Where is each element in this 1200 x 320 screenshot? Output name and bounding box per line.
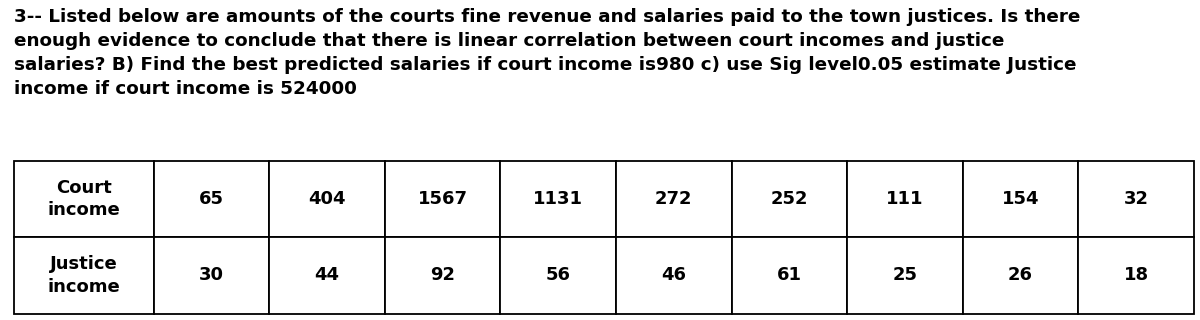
FancyBboxPatch shape — [616, 161, 732, 237]
Text: 44: 44 — [314, 266, 340, 284]
Text: 61: 61 — [776, 266, 802, 284]
FancyBboxPatch shape — [385, 161, 500, 237]
Text: Court
income: Court income — [48, 179, 120, 220]
FancyBboxPatch shape — [962, 237, 1079, 314]
Text: 111: 111 — [887, 190, 924, 208]
FancyBboxPatch shape — [14, 161, 154, 237]
Text: 32: 32 — [1123, 190, 1148, 208]
Text: Justice
income: Justice income — [48, 255, 120, 296]
Text: 26: 26 — [1008, 266, 1033, 284]
FancyBboxPatch shape — [154, 161, 269, 237]
Text: 18: 18 — [1123, 266, 1148, 284]
FancyBboxPatch shape — [732, 237, 847, 314]
Text: 404: 404 — [308, 190, 346, 208]
FancyBboxPatch shape — [1079, 237, 1194, 314]
FancyBboxPatch shape — [1079, 161, 1194, 237]
Text: 1131: 1131 — [533, 190, 583, 208]
FancyBboxPatch shape — [847, 237, 962, 314]
FancyBboxPatch shape — [154, 237, 269, 314]
Text: 56: 56 — [546, 266, 571, 284]
Text: 25: 25 — [893, 266, 918, 284]
Text: 1567: 1567 — [418, 190, 468, 208]
FancyBboxPatch shape — [269, 161, 385, 237]
FancyBboxPatch shape — [500, 161, 616, 237]
Text: 46: 46 — [661, 266, 686, 284]
Text: 154: 154 — [1002, 190, 1039, 208]
FancyBboxPatch shape — [269, 237, 385, 314]
FancyBboxPatch shape — [616, 237, 732, 314]
FancyBboxPatch shape — [847, 161, 962, 237]
FancyBboxPatch shape — [14, 237, 154, 314]
Text: 30: 30 — [199, 266, 224, 284]
Text: 65: 65 — [199, 190, 224, 208]
Text: 272: 272 — [655, 190, 692, 208]
Text: 92: 92 — [430, 266, 455, 284]
Text: 3-- Listed below are amounts of the courts fine revenue and salaries paid to the: 3-- Listed below are amounts of the cour… — [14, 8, 1081, 98]
FancyBboxPatch shape — [962, 161, 1079, 237]
FancyBboxPatch shape — [500, 237, 616, 314]
FancyBboxPatch shape — [732, 161, 847, 237]
FancyBboxPatch shape — [385, 237, 500, 314]
Text: 252: 252 — [770, 190, 808, 208]
